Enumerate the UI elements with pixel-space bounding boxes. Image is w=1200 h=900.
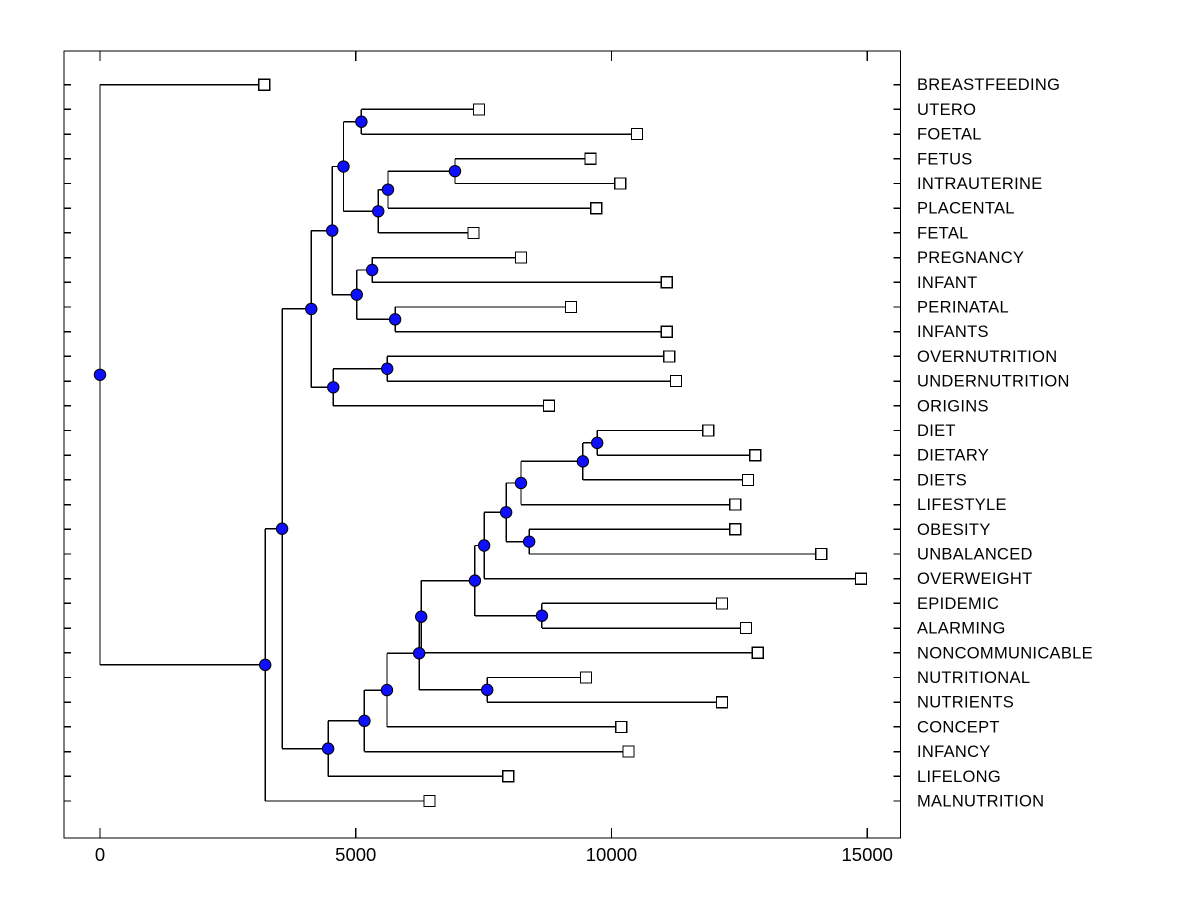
merge-node-marker xyxy=(350,288,363,301)
merge-node-marker xyxy=(381,362,394,375)
merge-node-marker xyxy=(468,574,482,587)
leaf-tip-marker xyxy=(715,597,729,610)
merge-node-marker xyxy=(522,535,536,548)
merge-node-marker xyxy=(305,302,318,316)
leaf-label: LIFESTYLE xyxy=(917,496,1007,514)
leaf-label: INFANT xyxy=(917,274,977,292)
leaf-label: EPIDEMIC xyxy=(917,595,999,613)
leaf-label: NUTRITIONAL xyxy=(917,669,1030,687)
x-axis-tick-label: 15000 xyxy=(842,844,893,865)
leaf-label: UNBALANCED xyxy=(917,546,1033,564)
leaf-tip-marker xyxy=(258,78,271,91)
leaf-tip-marker xyxy=(815,547,828,561)
merge-node-marker xyxy=(514,476,528,490)
leaf-label: PREGNANCY xyxy=(917,249,1024,267)
leaf-tip-marker xyxy=(751,646,764,659)
merge-node-marker xyxy=(327,381,340,394)
leaf-tip-marker xyxy=(564,300,578,314)
merge-node-marker xyxy=(326,224,339,237)
leaf-tip-marker xyxy=(614,177,627,190)
leaf-tip-marker xyxy=(715,696,729,709)
leaf-label: NONCOMMUNICABLE xyxy=(917,644,1093,662)
leaf-label: BREASTFEEDING xyxy=(917,76,1060,94)
merge-node-marker xyxy=(321,742,335,755)
leaf-label: PLACENTAL xyxy=(917,200,1015,218)
merge-node-marker xyxy=(275,522,289,535)
merge-node-marker xyxy=(365,263,379,277)
leaf-label: DIETS xyxy=(917,471,967,489)
merge-node-marker xyxy=(448,164,462,178)
merge-node-marker xyxy=(535,609,549,622)
leaf-tip-marker xyxy=(669,375,683,388)
leaf-tip-marker xyxy=(502,770,515,783)
merge-node-marker xyxy=(415,610,428,623)
leaf-label: PERINATAL xyxy=(917,299,1009,317)
merge-node-marker xyxy=(381,183,395,196)
x-axis-tick-label: 0 xyxy=(95,844,105,865)
leaf-label: OVERNUTRITION xyxy=(917,348,1057,366)
leaf-tip-marker xyxy=(584,152,597,165)
leaf-label: FETUS xyxy=(917,150,973,168)
leaf-label: OVERWEIGHT xyxy=(917,570,1032,588)
leaf-tip-marker xyxy=(663,350,676,363)
leaf-label: NUTRIENTS xyxy=(917,694,1014,712)
merge-node-marker xyxy=(477,539,491,552)
leaf-label: UTERO xyxy=(917,101,976,119)
leaf-label: INTRAUTERINE xyxy=(917,175,1043,193)
leaf-tip-marker xyxy=(472,103,486,116)
leaf-label: FOETAL xyxy=(917,126,982,144)
x-axis-tick-label: 10000 xyxy=(586,844,637,865)
leaf-label: INFANCY xyxy=(917,743,991,761)
leaf-tip-marker xyxy=(855,572,868,585)
leaf-tip-marker xyxy=(630,128,644,141)
merge-node-marker xyxy=(259,658,272,672)
merge-node-marker xyxy=(481,683,494,697)
merge-node-marker xyxy=(590,436,604,450)
leaf-label: DIET xyxy=(917,422,956,440)
merge-node-marker xyxy=(576,455,590,468)
leaf-label: INFANTS xyxy=(917,323,989,341)
x-axis-tick-label: 5000 xyxy=(335,844,376,865)
leaf-tip-marker xyxy=(514,251,528,264)
leaf-label: CONCEPT xyxy=(917,718,1000,736)
leaf-label: MALNUTRITION xyxy=(917,793,1044,811)
merge-node-marker xyxy=(372,205,385,218)
leaf-tip-marker xyxy=(660,276,673,289)
leaf-tip-marker xyxy=(423,794,436,808)
leaf-label: FETAL xyxy=(917,224,969,242)
merge-node-marker xyxy=(337,160,350,173)
leaf-tip-marker xyxy=(615,720,628,734)
merge-node-marker xyxy=(412,647,426,660)
leaf-label: LIFELONG xyxy=(917,768,1001,786)
leaf-tip-marker xyxy=(590,202,603,215)
merge-node-marker xyxy=(355,115,368,128)
merge-node-marker xyxy=(93,368,107,381)
leaf-label: DIETARY xyxy=(917,447,989,465)
leaf-label: UNDERNUTRITION xyxy=(917,373,1070,391)
leaf-tip-marker xyxy=(579,671,593,684)
leaf-label: ALARMING xyxy=(917,620,1006,638)
leaf-tip-marker xyxy=(741,473,755,486)
leaf-tip-marker xyxy=(467,226,480,239)
leaf-tip-marker xyxy=(702,424,715,437)
leaf-tip-marker xyxy=(622,745,635,758)
leaf-tip-marker xyxy=(739,621,753,635)
leaf-label: OBESITY xyxy=(917,521,991,539)
leaf-tip-marker xyxy=(660,325,673,338)
merge-node-marker xyxy=(499,506,513,519)
merge-node-marker xyxy=(358,714,371,728)
merge-node-marker xyxy=(380,683,394,697)
leaf-tip-marker xyxy=(749,449,762,462)
leaf-label: ORIGINS xyxy=(917,397,989,415)
merge-node-marker xyxy=(388,313,402,326)
leaf-tip-marker xyxy=(542,399,556,412)
plot-border xyxy=(63,50,902,839)
leaf-tip-marker xyxy=(729,498,742,511)
leaf-tip-marker xyxy=(729,523,742,536)
